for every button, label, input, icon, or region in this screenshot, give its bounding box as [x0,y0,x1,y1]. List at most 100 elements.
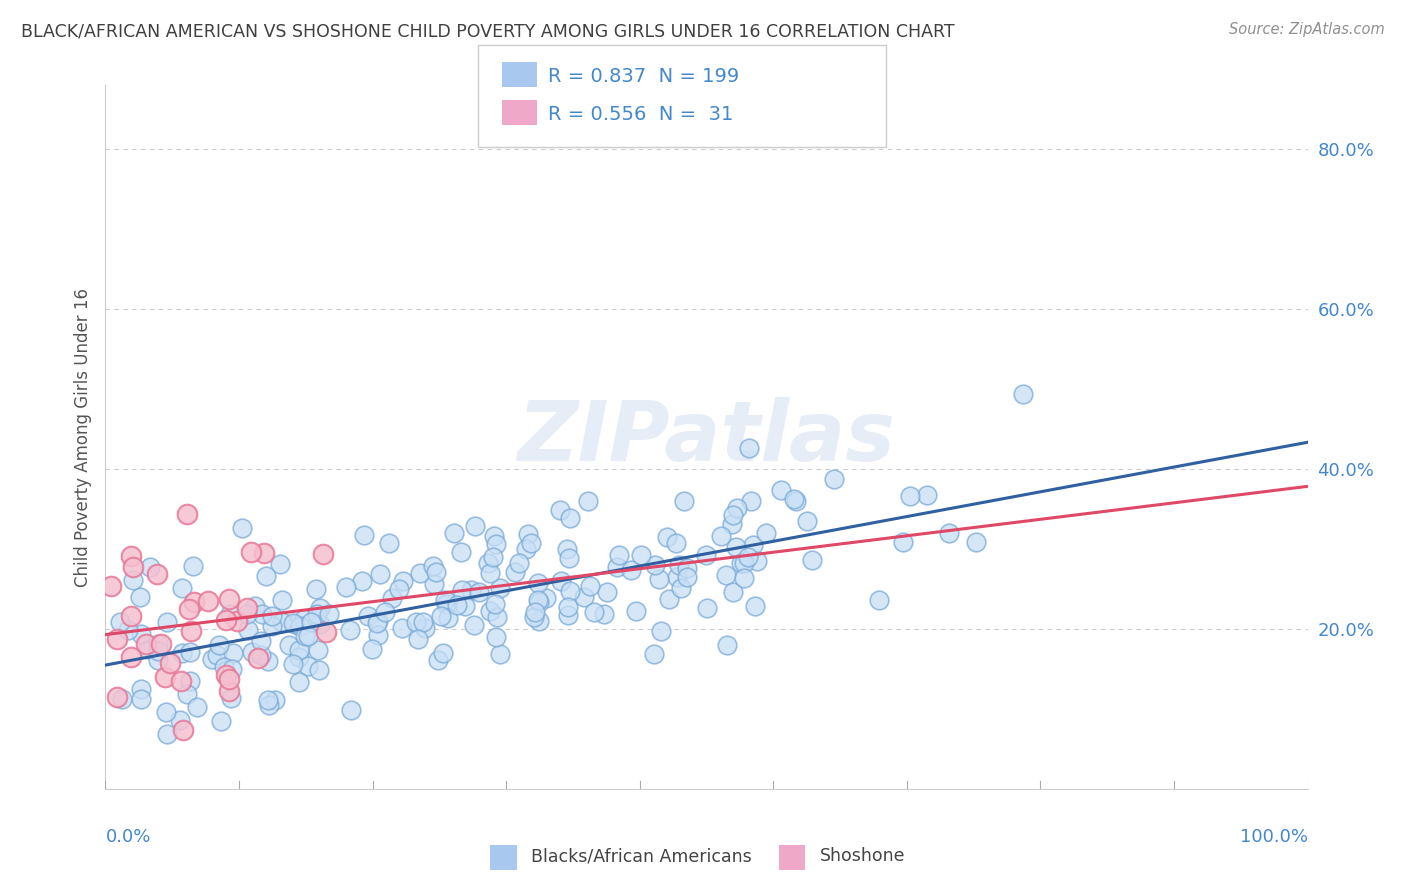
Point [156,727,179,741]
Point [215,667,238,681]
Point [366,615,388,630]
Point [120,549,142,563]
Point [138,560,160,574]
Point [524,605,547,619]
Point [155,705,177,719]
Point [675,570,697,584]
Point [283,657,305,671]
Point [368,566,391,581]
Point [176,508,198,522]
Point [117,624,139,638]
Point [463,617,485,632]
Point [1012,386,1035,401]
Point [647,572,669,586]
Point [550,503,572,517]
Point [558,511,581,525]
Point [256,654,278,668]
Text: Source: ZipAtlas.com: Source: ZipAtlas.com [1229,22,1385,37]
Point [145,566,167,581]
Point [129,627,152,641]
Point [454,599,477,613]
Point [240,645,263,659]
Point [450,545,472,559]
Point [412,615,434,629]
Point [558,583,581,598]
Point [231,521,253,535]
Point [287,642,309,657]
Text: R = 0.837  N = 199: R = 0.837 N = 199 [548,67,740,86]
Point [434,597,457,611]
Point [235,607,257,622]
Point [669,581,692,595]
Point [823,472,845,486]
Point [226,614,249,628]
Point [339,703,361,717]
Point [578,494,600,508]
Point [218,672,240,686]
Bar [779,845,806,871]
Point [450,582,472,597]
Point [672,494,695,508]
Point [270,615,292,630]
Point [262,619,284,633]
Point [643,647,665,661]
Point [484,597,506,611]
Point [170,581,193,595]
Point [477,556,499,570]
Point [664,536,686,550]
Point [579,579,602,593]
Point [209,714,232,729]
Point [318,607,340,622]
Point [208,638,231,652]
Point [207,648,229,663]
Point [312,547,335,561]
Point [388,582,411,596]
Point [675,561,697,575]
Point [557,599,579,614]
Point [367,628,389,642]
Point [482,549,505,564]
Point [215,613,238,627]
Point [508,556,530,570]
Text: Shoshone: Shoshone [820,847,905,865]
Point [297,629,319,643]
Point [555,541,578,556]
Point [721,508,744,522]
Point [155,670,177,684]
Point [179,645,201,659]
Point [582,605,605,619]
Point [488,581,510,595]
Point [796,514,818,528]
Point [467,585,489,599]
Point [169,713,191,727]
Point [527,615,550,629]
Point [716,568,738,582]
Point [422,559,444,574]
Point [446,598,468,612]
Point [249,633,271,648]
Point [309,617,332,632]
Point [148,652,170,666]
Point [146,644,169,658]
Point [716,638,738,652]
Point [572,591,595,605]
Point [405,615,427,629]
Point [668,558,690,572]
Text: Blacks/African Americans: Blacks/African Americans [531,847,752,865]
Point [740,493,762,508]
Point [488,647,510,661]
Point [485,631,508,645]
Point [783,491,806,506]
Point [650,624,672,638]
Point [898,489,921,503]
Point [287,674,309,689]
Point [159,656,181,670]
Point [236,601,259,615]
Point [264,693,287,707]
Point [644,558,666,573]
Point [658,592,681,607]
Point [630,549,652,563]
Point [374,605,396,619]
Point [593,607,616,621]
Point [260,609,283,624]
